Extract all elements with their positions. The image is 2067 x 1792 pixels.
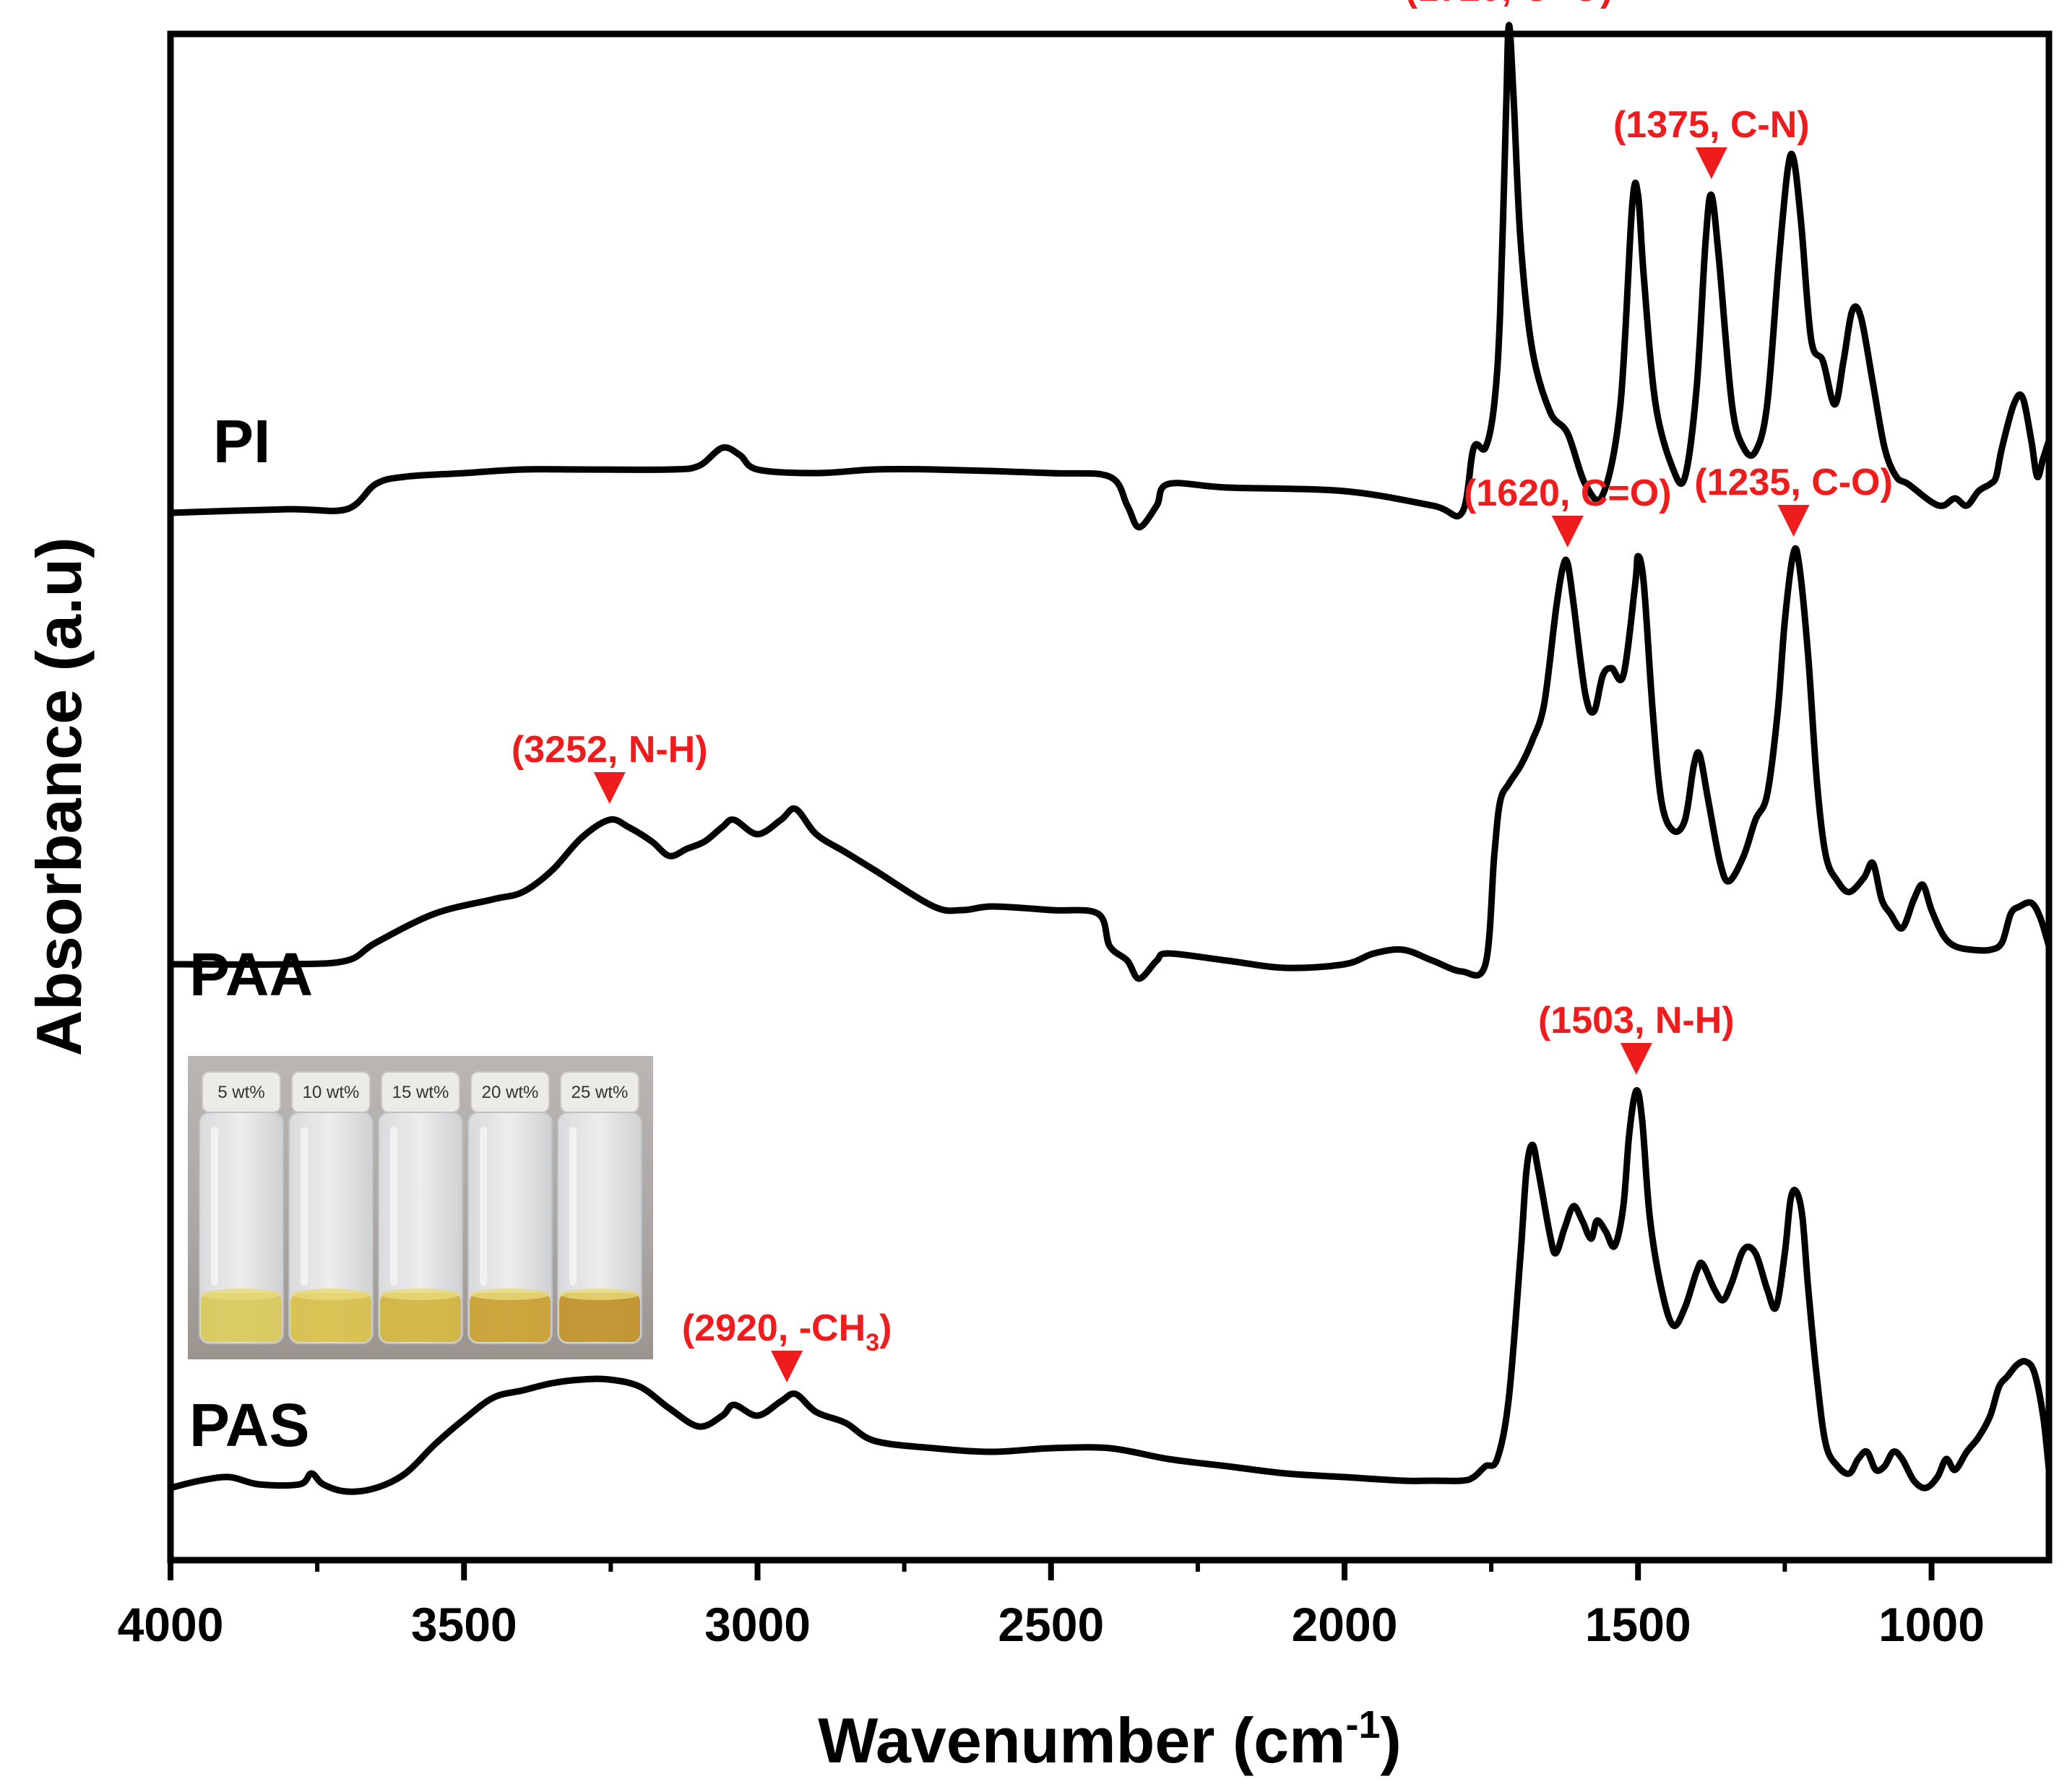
x-axis-ticks: 4000 3500 3000 2500 2000 1500 1000 xyxy=(118,1560,1985,1651)
x-tick-label-2000: 2000 xyxy=(1292,1598,1398,1651)
vial-liquid xyxy=(380,1293,461,1342)
annotation-arrow-1 xyxy=(1695,147,1727,179)
vial-3: 15 wt% xyxy=(378,1071,463,1344)
annotation-label-5: (1503, N-H) xyxy=(1538,1000,1735,1042)
series-label-pi: PI xyxy=(213,407,270,475)
annotation-text: (1375, C-N) xyxy=(1613,104,1810,146)
series-group xyxy=(167,22,2053,1495)
annotation-group: (1720, C=O) (1375, C-N) (1620, C=O) (1235, … xyxy=(512,0,1893,1382)
vial-liquid xyxy=(290,1293,371,1342)
vial-glass xyxy=(378,1112,463,1344)
series-label-pas: PAS xyxy=(189,1391,309,1459)
vial-label: 25 wt% xyxy=(571,1083,629,1102)
annotation-arrow-2 xyxy=(1551,516,1584,547)
vial-liquid-surface xyxy=(291,1289,371,1300)
vial-5: 25 wt% xyxy=(557,1071,642,1344)
vial-highlight xyxy=(480,1127,487,1286)
vial-highlight xyxy=(390,1127,397,1286)
vial-label: 15 wt% xyxy=(392,1083,449,1102)
vial-glass xyxy=(467,1112,553,1344)
series-line-pas xyxy=(167,1087,2053,1495)
annotation-text: (1720, C=O) xyxy=(1405,0,1613,9)
vial-liquid xyxy=(470,1293,551,1342)
annotation-text: (3252, N-H) xyxy=(512,729,708,771)
x-tick-label-3000: 3000 xyxy=(704,1598,811,1651)
annotation-text: (1620, C=O) xyxy=(1464,472,1672,514)
annotation-arrow-3 xyxy=(1777,505,1810,537)
vial-liquid xyxy=(559,1293,640,1342)
annotation-text-end: ) xyxy=(879,1307,892,1349)
x-tick-label-1000: 1000 xyxy=(1878,1598,1985,1651)
annotation-label-6: (2920, -CH3) xyxy=(682,1307,892,1356)
annotation-arrow-4 xyxy=(593,772,626,804)
x-tick-label-4000: 4000 xyxy=(118,1598,224,1651)
vial-1: 5 wt% xyxy=(199,1071,284,1344)
inset-vial-photo: 5 wt% 10 wt% 15 wt% 20 wt% 25 wt% xyxy=(188,1056,653,1359)
series-label-paa: PAA xyxy=(189,940,313,1008)
vial-glass xyxy=(288,1112,374,1344)
annotation-label-2: (1620, C=O) xyxy=(1464,472,1672,514)
x-axis-title-end: ) xyxy=(1380,1705,1401,1776)
annotation-text: (1503, N-H) xyxy=(1538,1000,1735,1042)
x-tick-label-3500: 3500 xyxy=(411,1598,517,1651)
annotation-label-0: (1720, C=O) xyxy=(1405,0,1613,9)
vial-glass xyxy=(199,1112,284,1344)
x-axis-title-main: Wavenumber (cm xyxy=(818,1705,1345,1776)
vial-label: 20 wt% xyxy=(482,1083,539,1102)
vial-2: 10 wt% xyxy=(288,1071,374,1344)
vial-liquid xyxy=(201,1293,282,1342)
x-tick-label-2500: 2500 xyxy=(998,1598,1104,1651)
vial-label: 5 wt% xyxy=(217,1083,264,1102)
annotation-label-1: (1375, C-N) xyxy=(1613,104,1810,146)
annotation-label-4: (3252, N-H) xyxy=(512,729,708,771)
annotation-text: (1235, C-O) xyxy=(1694,462,1893,503)
vial-label: 10 wt% xyxy=(303,1083,360,1102)
vial-row: 5 wt% 10 wt% 15 wt% 20 wt% 25 wt% xyxy=(199,1071,642,1344)
x-tick-label-1500: 1500 xyxy=(1585,1598,1691,1651)
plot-frame xyxy=(167,30,2053,1564)
annotation-arrow-5 xyxy=(1620,1043,1652,1075)
series-line-pi xyxy=(167,22,2053,531)
x-axis-title-sup: -1 xyxy=(1345,1703,1380,1746)
vial-highlight xyxy=(211,1127,218,1286)
vial-liquid-surface xyxy=(560,1289,639,1300)
annotation-text: (2920, -CH xyxy=(682,1307,866,1349)
series-line-paa xyxy=(167,545,2053,982)
vial-highlight xyxy=(301,1127,308,1286)
vial-highlight xyxy=(569,1127,577,1286)
vial-4: 20 wt% xyxy=(467,1071,553,1344)
vial-glass xyxy=(557,1112,642,1344)
x-axis-title: Wavenumber (cm-1) xyxy=(818,1703,1402,1776)
vial-liquid-surface xyxy=(202,1289,281,1300)
vial-liquid-surface xyxy=(381,1289,460,1300)
annotation-arrow-6 xyxy=(771,1351,803,1382)
annotation-subscript: 3 xyxy=(866,1329,879,1356)
annotation-label-3: (1235, C-O) xyxy=(1694,462,1893,503)
y-axis-title: Absorbance (a.u) xyxy=(23,537,95,1057)
vial-liquid-surface xyxy=(470,1289,550,1300)
